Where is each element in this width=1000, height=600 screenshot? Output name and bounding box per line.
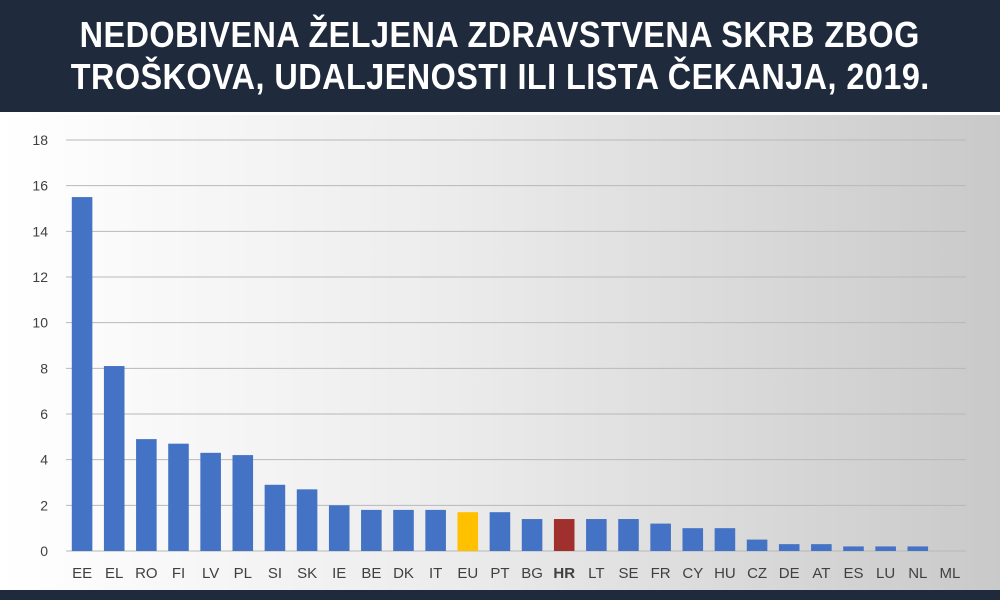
y-tick-label: 8 [40, 360, 48, 376]
bar-cy [682, 528, 704, 551]
y-tick-label: 4 [40, 452, 48, 468]
bar-lv [200, 452, 221, 551]
x-tick-label-ml: ML [940, 565, 961, 582]
y-tick-label: 14 [32, 223, 48, 239]
bar-dk [393, 509, 414, 551]
bar-ee [71, 197, 93, 551]
x-tick-label-fr: FR [651, 565, 671, 582]
x-tick-label-hr: HR [553, 565, 575, 582]
x-tick-label-nl: NL [908, 565, 927, 582]
chart-title-line-2: TROŠKOVA, UDALJENOSTI ILI LISTA ČEKANJA,… [70, 56, 930, 97]
x-tick-label-pt: PT [490, 565, 509, 582]
x-tick-label-si: SI [268, 565, 282, 582]
bar-sk [296, 489, 318, 551]
x-tick-label-lt: LT [588, 565, 604, 582]
y-tick-label: 12 [32, 269, 48, 285]
chart-title-line-1: NEDOBIVENA ŽELJENA ZDRAVSTVENA SKRB ZBOG [79, 14, 921, 55]
bar-ro [136, 439, 157, 551]
bar-be [361, 509, 382, 551]
bar-lt [586, 519, 607, 551]
bar-pt [489, 512, 511, 551]
bar-se [618, 519, 639, 551]
bar-cz [746, 539, 768, 551]
bar-de [778, 544, 800, 551]
bar-hu [714, 528, 736, 551]
x-tick-label-lv: LV [202, 565, 219, 582]
bar-nl [907, 546, 929, 551]
x-tick-label-ie: IE [332, 565, 346, 582]
bar-el [103, 366, 125, 551]
y-tick-label: 6 [40, 406, 48, 422]
x-tick-label-it: IT [429, 565, 442, 582]
bar-eu [457, 512, 479, 551]
x-tick-label-sk: SK [297, 565, 317, 582]
x-tick-label-es: ES [843, 565, 863, 582]
x-tick-label-dk: DK [393, 565, 414, 582]
x-tick-label-de: DE [779, 565, 800, 582]
x-tick-label-be: BE [361, 565, 381, 582]
x-tick-label-eu: EU [457, 565, 478, 582]
x-tick-label-fi: FI [172, 565, 185, 582]
x-axis-ticks: EE EL RO FI LV PL SI SK IE BE DK IT EU PT BG HR LT SE FR CY… [72, 565, 960, 582]
y-tick-label: 16 [32, 178, 48, 194]
y-tick-label: 2 [40, 497, 48, 513]
bar-at [811, 544, 832, 551]
title-banner: NEDOBIVENA ŽELJENA ZDRAVSTVENA SKRB ZBOG… [0, 0, 1000, 112]
x-tick-label-at: AT [812, 565, 830, 582]
x-tick-label-se: SE [618, 565, 638, 582]
x-tick-label-ro: RO [135, 565, 158, 582]
bar-es [843, 546, 864, 551]
bars [71, 197, 929, 551]
bar-lu [875, 546, 896, 551]
x-tick-label-cy: CY [682, 565, 703, 582]
x-tick-label-pl: PL [234, 565, 252, 582]
bar-si [264, 484, 286, 551]
y-tick-label: 0 [40, 543, 48, 559]
y-axis-ticks: 0 2 4 6 8 10 12 14 16 18 [32, 132, 48, 559]
x-tick-label-lu: LU [876, 565, 895, 582]
bar-hr [553, 519, 575, 551]
bar-chart: 0 2 4 6 8 10 12 14 16 18 EE EL RO FI LV PL SI SK IE BE DK IT… [32, 132, 966, 582]
x-tick-label-ee: EE [72, 565, 92, 582]
x-tick-label-bg: BG [521, 565, 543, 582]
y-tick-label: 18 [32, 132, 48, 148]
y-tick-label: 10 [32, 315, 48, 331]
x-tick-label-el: EL [105, 565, 123, 582]
x-tick-label-cz: CZ [747, 565, 767, 582]
bar-fi [168, 443, 189, 551]
bar-ie [328, 505, 350, 551]
bar-it [425, 509, 446, 551]
bottom-bar [0, 590, 1000, 600]
chart-panel: 0 2 4 6 8 10 12 14 16 18 EE EL RO FI LV PL SI SK IE BE DK IT… [0, 112, 1000, 590]
bar-bg [521, 519, 543, 551]
bar-pl [232, 455, 254, 551]
bar-fr [650, 523, 671, 551]
x-tick-label-hu: HU [714, 565, 736, 582]
